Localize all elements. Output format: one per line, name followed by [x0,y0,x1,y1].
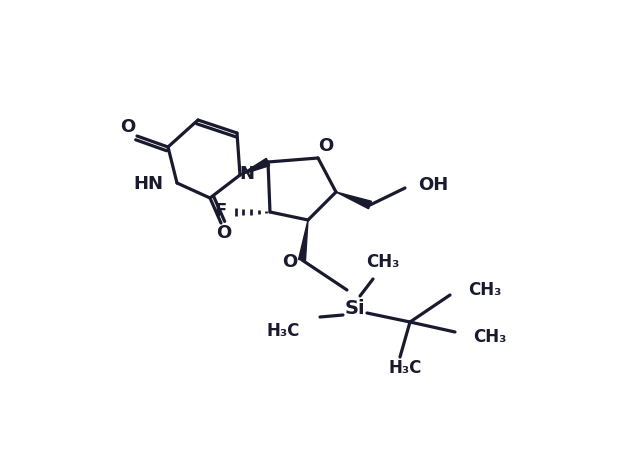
Text: O: O [318,137,333,155]
Text: O: O [120,118,136,136]
Text: Si: Si [345,298,365,318]
Text: O: O [282,253,298,271]
Text: H₃C: H₃C [388,359,422,377]
Polygon shape [336,192,371,209]
Polygon shape [240,158,269,175]
Text: CH₃: CH₃ [366,253,400,271]
Text: CH₃: CH₃ [468,281,501,299]
Text: CH₃: CH₃ [473,328,506,346]
Text: N: N [239,165,255,183]
Text: O: O [216,224,232,242]
Text: F: F [214,202,226,220]
Text: HN: HN [133,175,163,193]
Polygon shape [298,220,308,260]
Text: OH: OH [418,176,448,194]
Text: H₃C: H₃C [267,322,300,340]
